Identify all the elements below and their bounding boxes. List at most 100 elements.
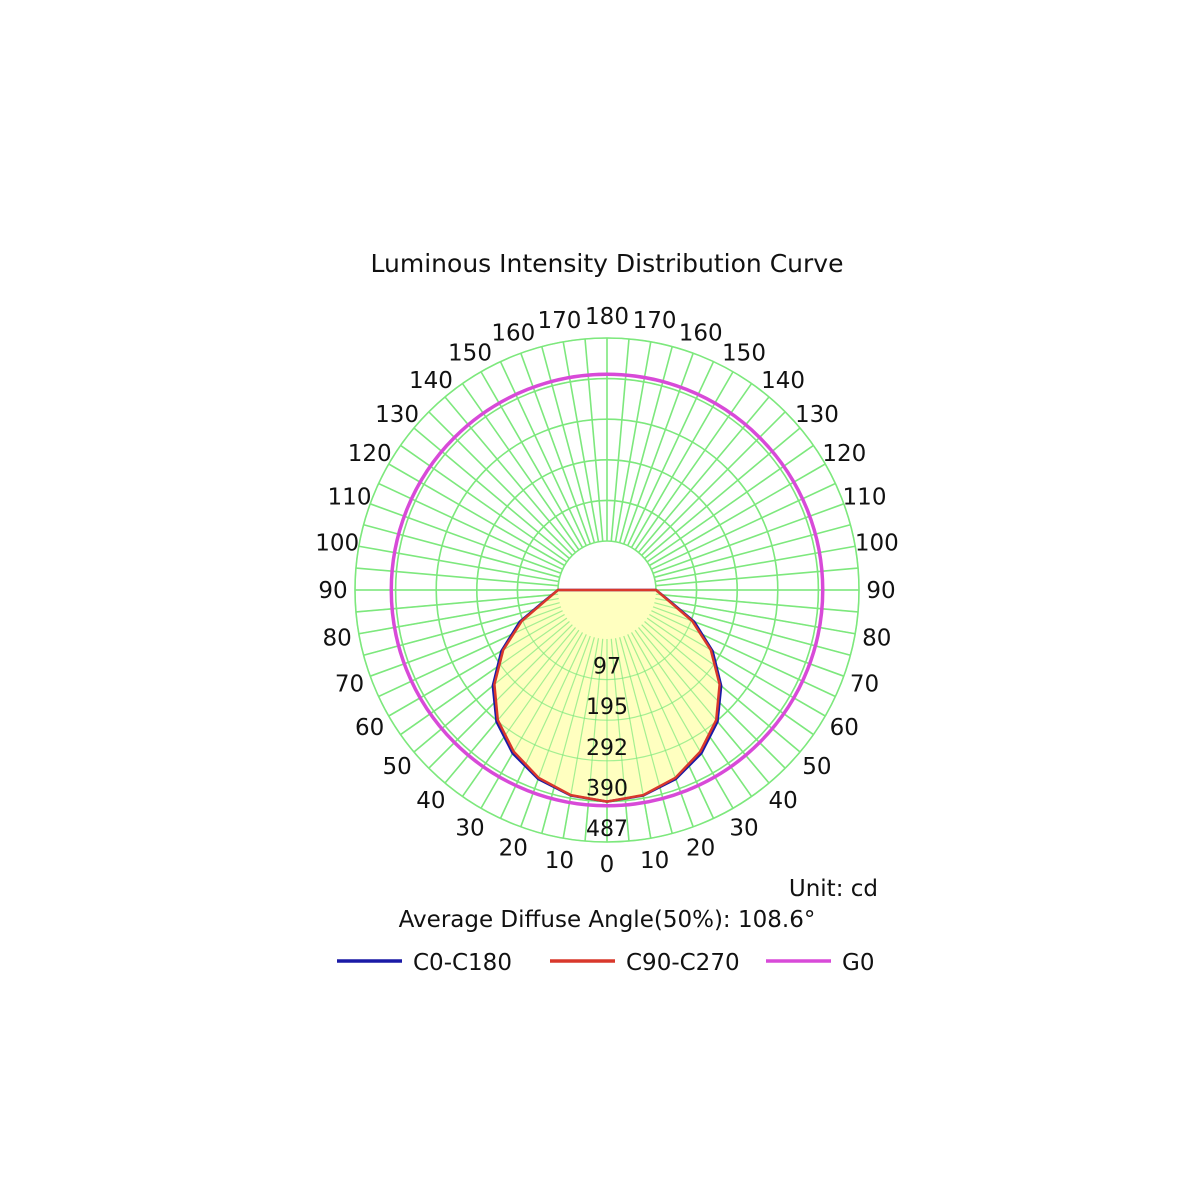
spoke-line-overlay: [610, 638, 630, 842]
spoke-line-overlay: [541, 637, 595, 834]
spoke-line: [428, 411, 573, 556]
angle-label: 180: [585, 304, 629, 330]
spoke-line: [520, 352, 591, 545]
angle-label: 90: [866, 578, 895, 604]
spoke-line: [413, 427, 570, 560]
spoke-line: [400, 444, 568, 563]
angle-label: 20: [499, 836, 528, 862]
spoke-line: [378, 482, 563, 571]
spoke-line-overlay: [655, 593, 859, 613]
angle-label: 10: [640, 848, 669, 874]
spoke-line: [618, 346, 673, 543]
spoke-line: [444, 396, 577, 553]
legend: C0-C180 C90-C270 G0: [337, 950, 874, 976]
spoke-line-overlay: [444, 627, 576, 784]
spoke-line-overlay: [655, 597, 856, 635]
spoke-line: [630, 371, 734, 548]
spoke-line: [388, 463, 565, 567]
angle-label: 150: [722, 341, 766, 367]
spoke-line-overlay: [651, 610, 836, 698]
ring-circle-overlay: [354, 337, 860, 843]
radial-tick-label: 97: [593, 655, 621, 680]
spoke-line: [626, 361, 715, 546]
radial-tick-label: 390: [586, 776, 628, 801]
spoke-line: [641, 411, 786, 556]
angle-label: 80: [323, 626, 352, 652]
angle-label: 120: [348, 441, 392, 467]
spoke-line-overlay: [649, 613, 826, 717]
spoke-line: [499, 361, 588, 546]
angle-label: 110: [328, 484, 372, 510]
angle-label: 140: [761, 368, 805, 394]
angle-label: 160: [679, 321, 723, 347]
ring-circle-overlay: [435, 418, 779, 762]
angle-label: 40: [416, 788, 445, 814]
angle-label: 100: [315, 530, 359, 556]
spoke-line-overlay: [499, 634, 587, 819]
angle-label: 20: [686, 836, 715, 862]
spoke-line-overlay: [619, 637, 673, 834]
angle-label: 70: [335, 672, 364, 698]
spoke-line-overlay: [355, 593, 559, 613]
spoke-line: [651, 482, 836, 571]
unit-label: Unit: cd: [789, 876, 878, 902]
angle-label: 70: [850, 672, 879, 698]
spoke-line-overlay: [614, 638, 652, 839]
angle-label: 50: [382, 754, 411, 780]
angle-label: 40: [768, 788, 797, 814]
angle-label: 30: [729, 815, 758, 841]
spoke-line-overlay: [461, 629, 580, 797]
spoke-line-overlay: [358, 597, 559, 635]
angle-label: 130: [795, 402, 839, 428]
spoke-line-overlay: [623, 635, 694, 828]
spoke-line-overlay: [369, 606, 562, 677]
spoke-line-overlay: [634, 629, 753, 797]
angle-label: 120: [822, 441, 866, 467]
ring-circle-overlay: [516, 499, 698, 681]
spoke-line: [644, 427, 801, 560]
spoke-line: [634, 383, 753, 551]
spoke-line: [655, 567, 859, 587]
angle-label: 60: [355, 715, 384, 741]
series-layer: [354, 337, 860, 843]
diffuse-angle-label: Average Diffuse Angle(50%): 108.6°: [399, 907, 816, 933]
spoke-line-overlay: [480, 632, 584, 809]
spoke-line: [614, 341, 652, 542]
spoke-line: [562, 341, 600, 542]
spoke-line: [363, 524, 560, 579]
spoke-line: [355, 567, 559, 587]
spoke-line: [610, 338, 630, 542]
spoke-line: [369, 503, 562, 574]
angle-label: 80: [862, 626, 891, 652]
angle-label: 150: [448, 341, 492, 367]
spoke-line-overlay: [641, 624, 786, 769]
spoke-line: [480, 371, 584, 548]
angle-label: 170: [537, 308, 581, 334]
spoke-line: [623, 352, 694, 545]
spoke-line-overlay: [654, 602, 851, 656]
angle-label: 110: [843, 484, 887, 510]
ring-circle-overlay: [476, 459, 738, 721]
spoke-line: [541, 346, 596, 543]
radial-tick-label: 195: [586, 695, 628, 720]
spoke-line-overlay: [646, 617, 814, 736]
spoke-line-overlay: [584, 638, 604, 842]
spoke-line: [646, 444, 814, 563]
spoke-line: [461, 383, 580, 551]
spoke-line: [655, 545, 856, 583]
series-c90-c270-curve: [493, 588, 721, 803]
spoke-line: [654, 524, 851, 579]
spoke-line-overlay: [520, 635, 591, 828]
legend-label: G0: [842, 950, 874, 976]
series-g0-curve: [389, 372, 825, 808]
angle-label: 30: [455, 815, 484, 841]
angle-label: 160: [491, 321, 535, 347]
radial-tick-label: 292: [586, 736, 628, 761]
spoke-line-overlay: [652, 606, 845, 677]
spoke-line-overlay: [630, 632, 734, 809]
spoke-line-overlay: [562, 638, 600, 839]
spoke-line-overlay: [388, 613, 565, 717]
angle-label: 140: [409, 368, 453, 394]
